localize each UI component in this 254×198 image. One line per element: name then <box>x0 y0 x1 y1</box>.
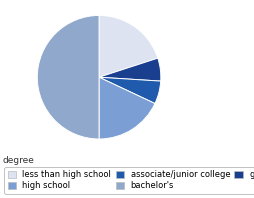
Wedge shape <box>99 58 161 81</box>
Legend: less than high school, high school, associate/junior college, bachelor's, gradua: less than high school, high school, asso… <box>4 167 254 194</box>
Wedge shape <box>99 77 161 104</box>
Text: degree: degree <box>3 156 34 165</box>
Wedge shape <box>37 15 99 139</box>
Wedge shape <box>99 15 158 77</box>
Wedge shape <box>99 77 155 139</box>
